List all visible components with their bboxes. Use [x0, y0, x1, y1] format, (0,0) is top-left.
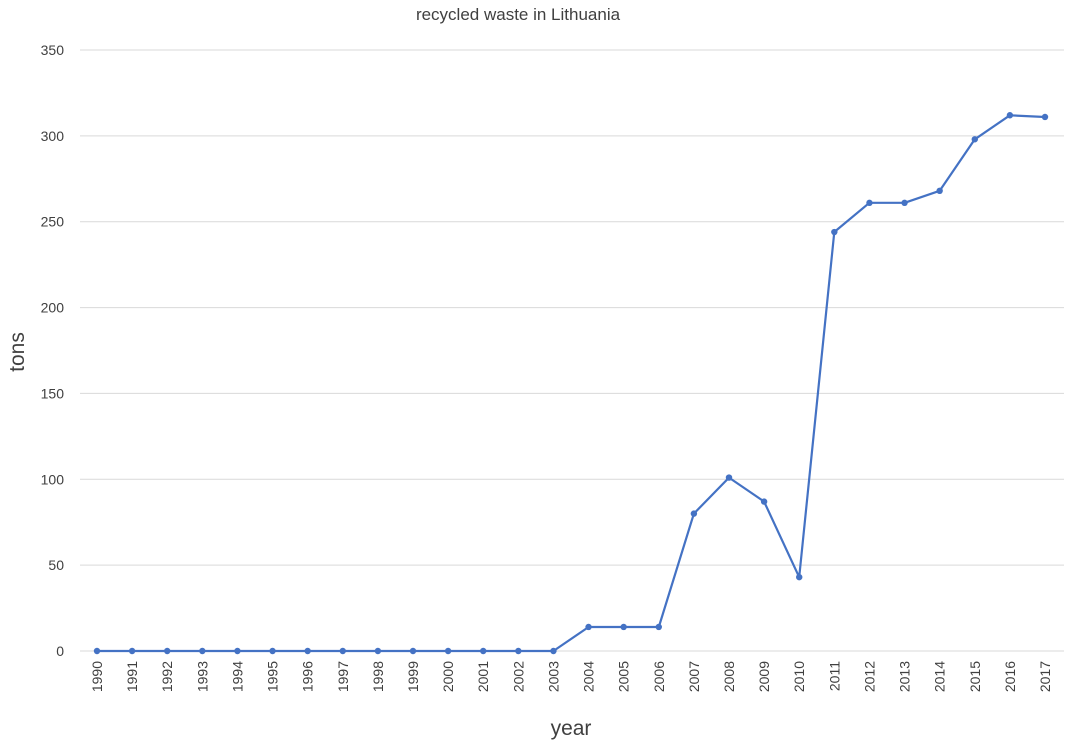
- data-point-2005: [620, 623, 627, 631]
- x-tick-label-2010: 2010: [791, 661, 807, 692]
- x-tick-label-1994: 1994: [229, 661, 245, 692]
- x-tick-label-2011: 2011: [826, 661, 842, 691]
- data-point-2009: [760, 498, 768, 505]
- data-point-1991: [128, 647, 136, 655]
- data-point-1993: [199, 647, 206, 655]
- data-point-1994: [234, 647, 241, 655]
- data-point-2012: [866, 199, 873, 207]
- x-tick-label-1991: 1991: [124, 661, 140, 692]
- data-point-1992: [164, 647, 171, 655]
- y-tick-label-300: 300: [41, 128, 65, 144]
- series-line-0: [97, 114, 1046, 653]
- x-tick-label-2006: 2006: [651, 661, 667, 692]
- data-point-2017: [1041, 113, 1049, 121]
- x-tick-label-2002: 2002: [510, 661, 526, 692]
- data-point-1997: [339, 647, 346, 655]
- x-tick-label-1992: 1992: [159, 661, 175, 692]
- data-point-2002: [515, 647, 522, 655]
- x-tick-label-2001: 2001: [475, 661, 491, 692]
- data-point-2000: [444, 647, 452, 655]
- x-tick-label-1999: 1999: [405, 661, 421, 692]
- x-tick-label-2008: 2008: [721, 661, 737, 692]
- x-tick-label-2007: 2007: [686, 661, 702, 692]
- gridlines: [80, 49, 1064, 652]
- y-tick-label-150: 150: [41, 385, 65, 401]
- y-tick-label-200: 200: [41, 300, 65, 316]
- chart-title: recycled waste in Lithuania: [416, 5, 621, 24]
- data-point-2015: [971, 136, 978, 143]
- x-tick-label-1990: 1990: [89, 661, 105, 692]
- x-tick-label-2000: 2000: [440, 661, 456, 692]
- data-point-2007: [690, 510, 698, 517]
- x-tick-label-2003: 2003: [545, 661, 561, 692]
- data-point-2016: [1006, 112, 1014, 119]
- x-tick-label-2015: 2015: [967, 661, 983, 692]
- x-tick-label-2004: 2004: [581, 661, 597, 692]
- data-point-2004: [585, 623, 592, 631]
- data-point-1995: [269, 647, 276, 655]
- data-point-2014: [936, 187, 943, 195]
- y-axis-tick-labels: 0 50 100 150 200 250 300 350: [41, 42, 65, 659]
- x-tick-label-2013: 2013: [897, 661, 913, 692]
- x-tick-label-2012: 2012: [861, 661, 877, 692]
- x-tick-label-1993: 1993: [194, 661, 210, 692]
- data-point-1998: [374, 647, 382, 655]
- y-tick-label-0: 0: [56, 643, 64, 659]
- y-axis-title: tons: [6, 332, 29, 372]
- x-axis-title: year: [551, 717, 592, 740]
- x-tick-label-2009: 2009: [756, 661, 772, 692]
- x-tick-label-2016: 2016: [1002, 661, 1018, 692]
- data-point-2001: [480, 647, 487, 655]
- y-tick-label-350: 350: [41, 42, 65, 58]
- x-tick-label-1998: 1998: [370, 661, 386, 692]
- data-point-2006: [655, 623, 662, 631]
- x-tick-label-2017: 2017: [1037, 661, 1053, 692]
- data-point-2010: [796, 573, 803, 581]
- x-axis-tick-labels: 1990 1991 1992 1993 1994 1995 1996 1997 1998 1999…: [89, 661, 1053, 692]
- y-tick-label-250: 250: [41, 214, 65, 230]
- y-tick-label-100: 100: [41, 471, 65, 487]
- data-point-1999: [409, 647, 417, 655]
- data-point-1990: [93, 647, 101, 655]
- data-point-2008: [725, 474, 733, 481]
- data-point-2011: [831, 228, 838, 236]
- y-tick-label-50: 50: [48, 557, 64, 573]
- x-tick-label-1996: 1996: [300, 661, 316, 692]
- x-tick-label-1995: 1995: [265, 661, 281, 692]
- series-recycled-waste: [93, 112, 1049, 655]
- data-point-2003: [550, 647, 557, 655]
- x-tick-label-2014: 2014: [932, 661, 948, 692]
- data-point-2013: [901, 199, 908, 207]
- x-tick-label-1997: 1997: [335, 661, 351, 692]
- x-tick-label-2005: 2005: [616, 661, 632, 692]
- data-point-1996: [304, 647, 311, 655]
